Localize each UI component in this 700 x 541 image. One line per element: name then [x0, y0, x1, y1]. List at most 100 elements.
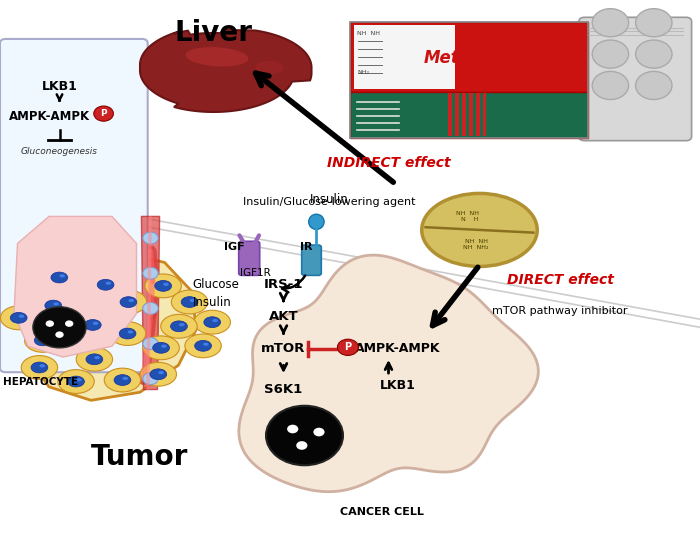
Text: NH  NH: NH NH — [358, 31, 380, 36]
Polygon shape — [239, 255, 538, 492]
Circle shape — [314, 428, 325, 437]
Text: IR: IR — [300, 242, 312, 252]
Ellipse shape — [35, 294, 71, 318]
Ellipse shape — [68, 376, 85, 387]
Ellipse shape — [58, 370, 94, 393]
Ellipse shape — [256, 61, 284, 75]
Text: Insulin/Glucose-lowering agent: Insulin/Glucose-lowering agent — [243, 197, 415, 207]
FancyBboxPatch shape — [448, 93, 452, 136]
FancyBboxPatch shape — [354, 25, 455, 89]
Ellipse shape — [85, 320, 102, 331]
Polygon shape — [28, 252, 196, 400]
Polygon shape — [146, 216, 152, 390]
Circle shape — [337, 339, 358, 355]
Ellipse shape — [120, 296, 136, 307]
FancyBboxPatch shape — [302, 245, 321, 275]
FancyBboxPatch shape — [476, 93, 480, 136]
Ellipse shape — [119, 328, 136, 339]
Ellipse shape — [1, 306, 37, 329]
Ellipse shape — [161, 314, 197, 338]
Text: AMPK-AMPK: AMPK-AMPK — [355, 342, 440, 355]
Circle shape — [143, 338, 158, 349]
Ellipse shape — [150, 369, 167, 380]
FancyBboxPatch shape — [483, 93, 486, 136]
Ellipse shape — [212, 319, 218, 322]
Ellipse shape — [34, 335, 51, 346]
FancyBboxPatch shape — [0, 39, 148, 372]
FancyBboxPatch shape — [579, 17, 692, 141]
Text: Tumor: Tumor — [91, 443, 189, 471]
Ellipse shape — [97, 279, 114, 290]
Text: P: P — [344, 342, 351, 352]
Ellipse shape — [158, 371, 164, 374]
Circle shape — [94, 106, 113, 121]
Ellipse shape — [153, 342, 169, 353]
Text: mTOR: mTOR — [261, 342, 306, 355]
Ellipse shape — [39, 364, 45, 367]
Ellipse shape — [155, 280, 172, 291]
Ellipse shape — [122, 377, 128, 380]
Ellipse shape — [128, 299, 134, 302]
Ellipse shape — [25, 328, 61, 352]
Text: LKB1: LKB1 — [379, 379, 416, 392]
Circle shape — [636, 71, 672, 100]
Ellipse shape — [60, 274, 65, 278]
FancyBboxPatch shape — [462, 93, 466, 136]
Text: INDIRECT effect: INDIRECT effect — [327, 156, 450, 170]
Ellipse shape — [204, 317, 220, 328]
Ellipse shape — [185, 334, 221, 358]
Circle shape — [636, 40, 672, 68]
Circle shape — [636, 9, 672, 37]
Ellipse shape — [163, 282, 169, 286]
Ellipse shape — [190, 299, 195, 302]
Text: DIRECT effect: DIRECT effect — [507, 273, 613, 287]
Ellipse shape — [76, 347, 113, 371]
Ellipse shape — [145, 274, 181, 298]
Ellipse shape — [143, 336, 179, 360]
Ellipse shape — [186, 47, 248, 67]
Text: LKB1: LKB1 — [41, 80, 78, 93]
Text: P: P — [100, 109, 107, 118]
Ellipse shape — [203, 342, 209, 346]
Ellipse shape — [45, 300, 62, 311]
FancyBboxPatch shape — [350, 92, 588, 138]
Ellipse shape — [75, 313, 111, 337]
Text: S6K1: S6K1 — [265, 383, 302, 396]
Text: mTOR pathway inhibitor: mTOR pathway inhibitor — [492, 306, 628, 315]
Circle shape — [46, 320, 54, 327]
Ellipse shape — [127, 331, 133, 334]
Ellipse shape — [53, 302, 59, 306]
Ellipse shape — [76, 378, 82, 381]
Circle shape — [592, 9, 629, 37]
Circle shape — [592, 40, 629, 68]
Text: AKT: AKT — [269, 310, 298, 323]
Polygon shape — [141, 216, 160, 390]
Ellipse shape — [21, 355, 57, 379]
Text: Insulin: Insulin — [309, 193, 349, 206]
Ellipse shape — [41, 266, 78, 289]
Ellipse shape — [93, 322, 99, 325]
Ellipse shape — [106, 281, 111, 285]
Text: CANCER CELL: CANCER CELL — [340, 507, 424, 517]
Circle shape — [143, 373, 158, 385]
Circle shape — [266, 406, 343, 465]
Text: HEPATOCYTE: HEPATOCYTE — [4, 377, 78, 387]
Text: IGF1R: IGF1R — [240, 268, 271, 278]
Ellipse shape — [109, 322, 146, 346]
Ellipse shape — [421, 194, 538, 267]
Ellipse shape — [31, 362, 48, 373]
Polygon shape — [14, 216, 136, 357]
Ellipse shape — [86, 354, 103, 365]
Ellipse shape — [181, 296, 198, 307]
Circle shape — [143, 267, 158, 279]
Ellipse shape — [171, 321, 188, 332]
Text: Gluconeogenesis: Gluconeogenesis — [21, 147, 98, 156]
Ellipse shape — [94, 356, 100, 359]
Ellipse shape — [179, 323, 185, 326]
Circle shape — [143, 302, 158, 314]
Ellipse shape — [140, 362, 176, 386]
Ellipse shape — [43, 337, 48, 340]
Circle shape — [296, 441, 307, 450]
Text: NH₂: NH₂ — [357, 70, 369, 75]
Ellipse shape — [172, 290, 208, 314]
